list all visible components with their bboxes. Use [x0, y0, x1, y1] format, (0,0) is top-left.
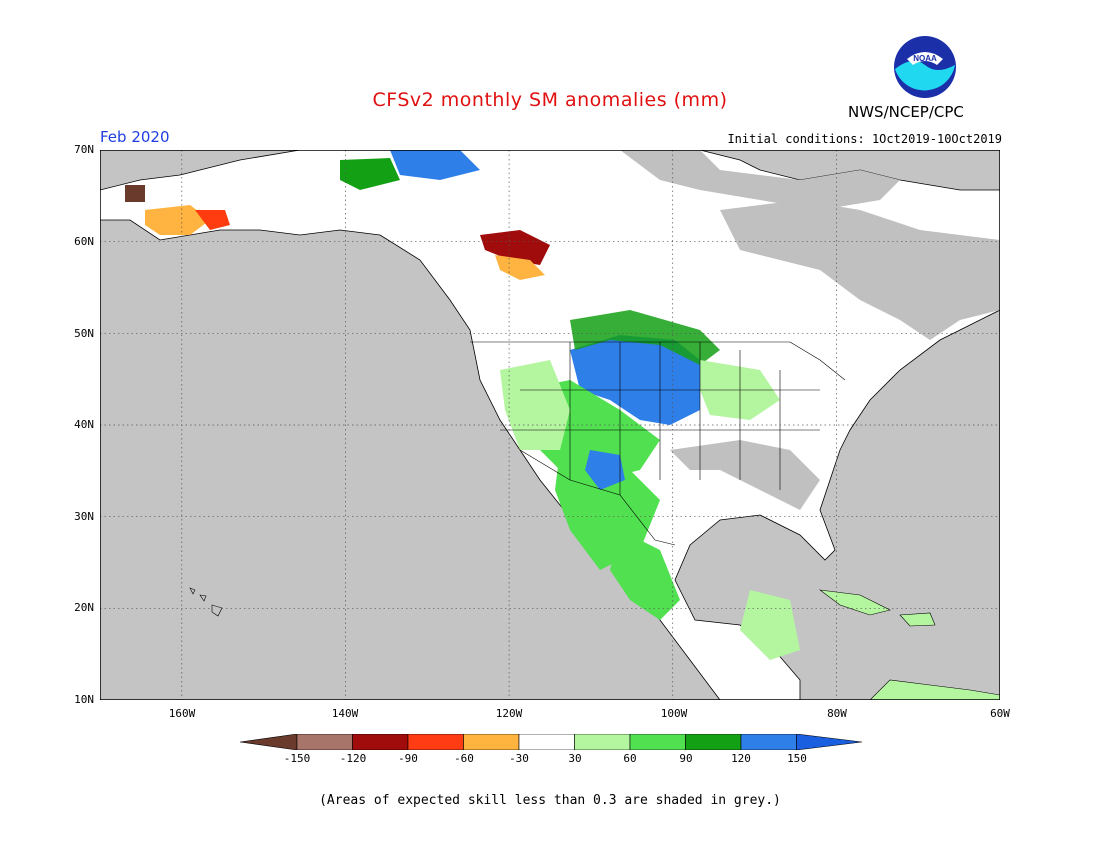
map-panel [99, 149, 1001, 701]
green-anomaly-arctic [340, 158, 400, 190]
colorbar-seg-5 [518, 734, 575, 750]
lon-label-60w: 60W [990, 707, 1010, 720]
colorbar-label: -90 [398, 752, 418, 765]
colorbar-seg-10 [796, 734, 862, 750]
lon-label-140w: 140W [331, 707, 359, 720]
lat-label-30n: 30N [74, 510, 94, 523]
lon-label-80w: 80W [827, 707, 847, 720]
colorbar-seg-6 [574, 734, 631, 750]
grey-region-midwest [670, 440, 820, 510]
lon-label-100w: 100W [660, 707, 688, 720]
darkgreen-anomaly-plains [570, 310, 720, 365]
lon-label-160w: 160W [168, 707, 196, 720]
valid-month-label: Feb 2020 [100, 128, 170, 146]
lat-label-60n: 60N [74, 235, 94, 248]
brown-anomaly-canada [480, 230, 550, 265]
hawaii-islands [189, 587, 223, 617]
hispaniola-island [899, 612, 936, 627]
colorbar-seg-4 [463, 734, 520, 750]
colorbar-label: -30 [509, 752, 529, 765]
lightgreen-anomaly-central-america [740, 590, 800, 660]
lat-label-20n: 20N [74, 601, 94, 614]
colorbar-label: 150 [787, 752, 807, 765]
colorbar-label: 90 [679, 752, 693, 765]
colorbar-label: -60 [454, 752, 474, 765]
colorbar-seg-7 [629, 734, 686, 750]
skill-note: (Areas of expected skill less than 0.3 a… [319, 793, 781, 808]
blue-anomaly-southwest [585, 450, 625, 490]
orange-anomaly-canada [495, 255, 545, 280]
red-anomaly-alaska [195, 210, 230, 230]
svg-text:NOAA: NOAA [913, 54, 937, 63]
cuba-island [818, 589, 891, 616]
graticule [100, 150, 1000, 700]
colorbar-label: 120 [731, 752, 751, 765]
colorbar-label: -150 [283, 752, 311, 765]
orange-anomaly-alaska [145, 205, 210, 235]
colorbar [240, 734, 862, 750]
political-borders [470, 341, 846, 546]
colorbar-seg-8 [685, 734, 742, 750]
anomaly-map [99, 149, 1001, 701]
blue-anomaly-arctic [390, 150, 480, 180]
initial-conditions-label: Initial conditions: 1Oct2019-10Oct2019 [727, 132, 1002, 146]
lat-label-40n: 40N [74, 418, 94, 431]
grey-region-canada-east [720, 200, 1000, 340]
colorbar-seg-1 [296, 734, 353, 750]
agency-label: NWS/NCEP/CPC [848, 103, 964, 121]
colorbar-label: -120 [339, 752, 367, 765]
map-title: CFSv2 monthly SM anomalies (mm) [372, 89, 728, 111]
noaa-logo-icon: NOAA [894, 36, 956, 98]
colorbar-label: 30 [568, 752, 582, 765]
blue-anomaly-northern-plains [570, 335, 700, 425]
lat-label-10n: 10N [74, 693, 94, 706]
green-anomaly-mexico [610, 530, 680, 620]
colorbar-seg-9 [740, 734, 797, 750]
colorbar-seg-2 [352, 734, 409, 750]
colorbar-label: 60 [623, 752, 637, 765]
grey-region-arctic [620, 150, 900, 210]
brown-anomaly-alaska [125, 185, 145, 202]
lightgreen-anomaly-west [500, 360, 570, 450]
lon-label-120w: 120W [495, 707, 523, 720]
lat-label-70n: 70N [74, 143, 94, 156]
lat-label-50n: 50N [74, 327, 94, 340]
colorbar-seg-0 [240, 734, 298, 750]
colorbar-seg-3 [407, 734, 464, 750]
